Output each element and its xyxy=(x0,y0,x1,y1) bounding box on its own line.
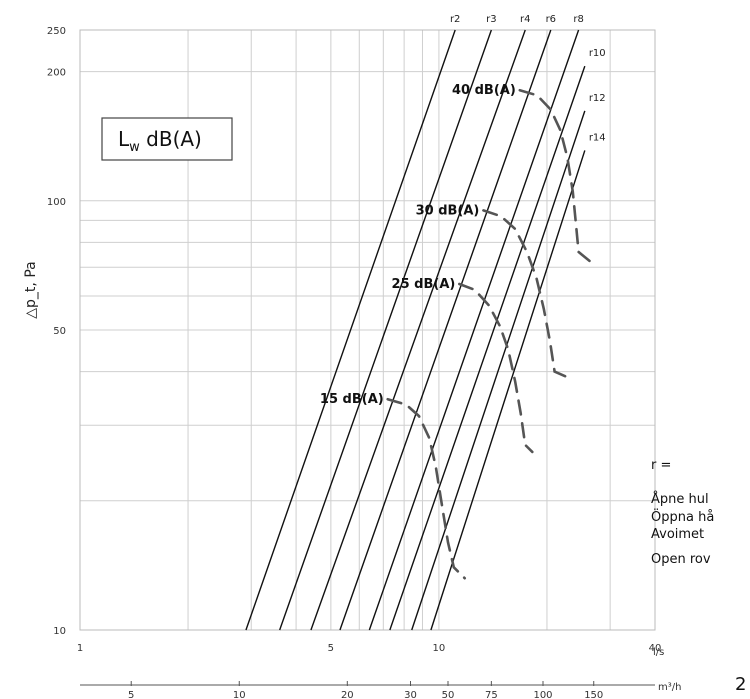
iso-line xyxy=(520,90,591,262)
series-label-r8: r8 xyxy=(573,14,583,25)
iso-line xyxy=(388,399,465,578)
secondary-tick-label: 50 xyxy=(442,690,455,699)
series-label-r2: r2 xyxy=(450,14,460,25)
series-line-r10 xyxy=(390,66,585,630)
chart-labels: r2 r3 r4 r6 r8 r10 r12 r14 15 dB(A) 25 dB(A) 30 dB… xyxy=(320,14,606,407)
series-label-r4: r4 xyxy=(520,14,530,25)
y-tick-label: 100 xyxy=(47,197,66,208)
y-tick-label: 50 xyxy=(53,326,66,337)
iso-label: 30 dB(A) xyxy=(416,203,480,218)
iso-label: 25 dB(A) xyxy=(392,277,456,292)
x-tick-label: 5 xyxy=(328,643,334,654)
secondary-tick-label: 5 xyxy=(128,690,134,699)
iso-label: 40 dB(A) xyxy=(452,83,516,98)
x-tick-label: 1 xyxy=(77,643,83,654)
x-unit-primary: l/s xyxy=(653,647,664,658)
secondary-tick-label: 100 xyxy=(533,690,552,699)
y-axis-label: △p_t, Pa xyxy=(23,261,39,318)
y-tick-label: 200 xyxy=(47,68,66,79)
note-line-1: Åpne hul xyxy=(651,492,709,507)
x-unit-secondary: m³/h xyxy=(658,682,681,693)
legend-rest: dB(A) xyxy=(140,127,202,151)
x-tick-label: 10 xyxy=(433,643,446,654)
secondary-tick-label: 150 xyxy=(584,690,603,699)
series-line-r12 xyxy=(412,111,585,630)
series-label-r14: r14 xyxy=(589,132,606,143)
series-label-r6: r6 xyxy=(546,14,556,25)
secondary-tick-label: 20 xyxy=(341,690,354,699)
note-r-eq: r = xyxy=(651,458,671,473)
legend-box: Lw dB(A) xyxy=(102,118,232,160)
series-label-r10: r10 xyxy=(589,48,606,59)
note-line-3: Avoimet xyxy=(651,527,704,542)
page-number: 2 xyxy=(735,674,746,695)
series-label-r3: r3 xyxy=(486,14,496,25)
y-tick-label: 250 xyxy=(47,26,66,37)
legend-sub: w xyxy=(129,140,140,155)
secondary-tick-label: 75 xyxy=(485,690,498,699)
chart-iso-lines xyxy=(388,90,591,578)
note-line-2: Öppna hå xyxy=(651,510,714,525)
iso-label: 15 dB(A) xyxy=(320,392,384,407)
note-line-4: Open rov xyxy=(651,552,711,567)
secondary-tick-label: 30 xyxy=(404,690,417,699)
y-tick-label: 10 xyxy=(53,626,66,637)
secondary-tick-label: 10 xyxy=(233,690,246,699)
series-label-r12: r12 xyxy=(589,93,606,104)
